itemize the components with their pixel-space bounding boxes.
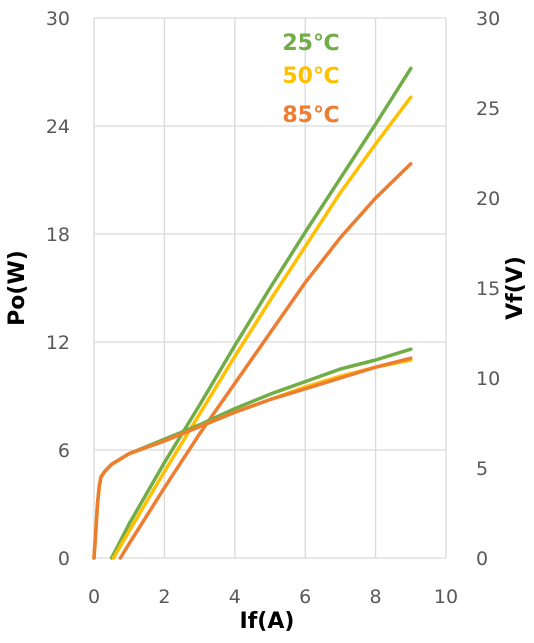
series-line-vf-50c	[92, 358, 413, 560]
y-right-tick-label: 30	[476, 8, 500, 30]
series-line-po-85c	[118, 162, 413, 560]
y-left-tick-label: 12	[46, 332, 70, 354]
y-left-tick-label: 18	[46, 224, 70, 246]
series-line-vf-85c	[92, 356, 413, 560]
y-left-tick-label: 0	[58, 548, 70, 570]
x-axis-title: If(A)	[240, 609, 295, 634]
legend-entry-85c: 85℃	[282, 103, 339, 128]
y-right-tick-label: 15	[476, 278, 500, 300]
y-left-tick-label: 30	[46, 8, 70, 30]
x-tick-label: 8	[370, 586, 382, 608]
x-tick-label: 0	[88, 586, 100, 608]
y-axis-left-title: Po(W)	[5, 250, 30, 326]
y-right-tick-label: 10	[476, 368, 500, 390]
series-line-po-50c	[111, 95, 413, 560]
y-right-tick-label: 25	[476, 98, 500, 120]
grid	[93, 17, 447, 559]
x-tick-label: 2	[158, 586, 170, 608]
legend-entry-25c: 25℃	[282, 31, 339, 56]
legend-entry-50c: 50℃	[282, 64, 339, 89]
x-tick-label: 6	[299, 586, 311, 608]
x-tick-label: 4	[229, 586, 241, 608]
y-axis-right-title: Vf(V)	[503, 256, 528, 320]
x-tick-label: 10	[434, 586, 458, 608]
y-left-tick-label: 6	[58, 440, 70, 462]
series-line-po-25c	[109, 66, 413, 560]
series-layer	[92, 66, 413, 560]
y-right-tick-label: 20	[476, 188, 500, 210]
y-right-tick-label: 5	[476, 458, 488, 480]
legend: 25℃ 50℃ 85℃	[282, 31, 339, 128]
y-right-tick-label: 0	[476, 548, 488, 570]
y-left-tick-label: 24	[46, 116, 70, 138]
